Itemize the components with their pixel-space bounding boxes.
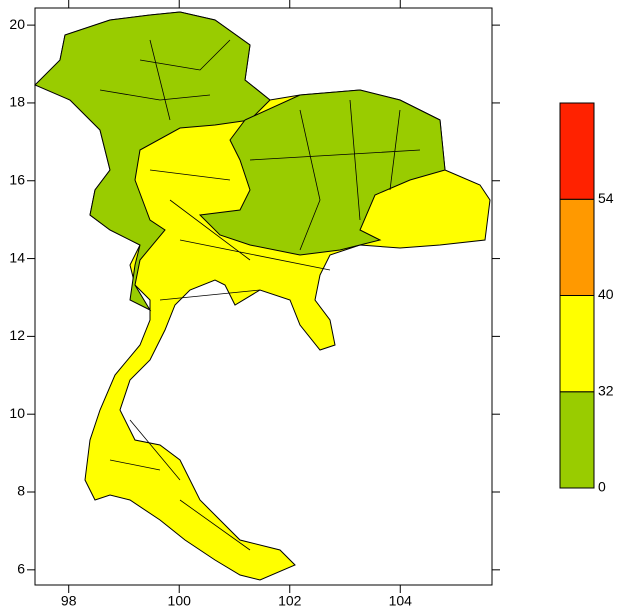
legend-label: 40 [598, 286, 614, 302]
axes: 98 100 102 104 6 8 10 12 14 16 18 20 [9, 0, 500, 609]
y-tick-label: 14 [9, 249, 25, 265]
legend-label: 0 [598, 479, 606, 495]
y-tick-label: 20 [9, 16, 25, 32]
legend-swatch [559, 391, 595, 489]
y-tick-label: 12 [9, 327, 25, 343]
y-tick-label: 8 [17, 483, 25, 499]
x-tick-label: 100 [168, 593, 192, 609]
y-tick-label: 6 [17, 561, 25, 577]
y-tick-label: 10 [9, 405, 25, 421]
north-region [34, 11, 271, 312]
legend-label: 54 [598, 190, 614, 206]
plot-frame [34, 7, 493, 586]
y-tick-label: 18 [9, 94, 25, 110]
northeast-region [198, 89, 446, 256]
legend-label: 32 [598, 382, 614, 398]
legend-swatch [559, 295, 595, 393]
legend-swatch [559, 198, 595, 296]
x-tick-label: 104 [389, 593, 413, 609]
color-legend: 0 32 40 54 [559, 102, 614, 495]
x-tick-label: 98 [61, 593, 77, 609]
map-regions [34, 11, 491, 581]
province-borders [99, 39, 421, 551]
y-tick-label: 16 [9, 171, 25, 187]
legend-swatch [559, 102, 595, 200]
x-tick-label: 102 [278, 593, 302, 609]
